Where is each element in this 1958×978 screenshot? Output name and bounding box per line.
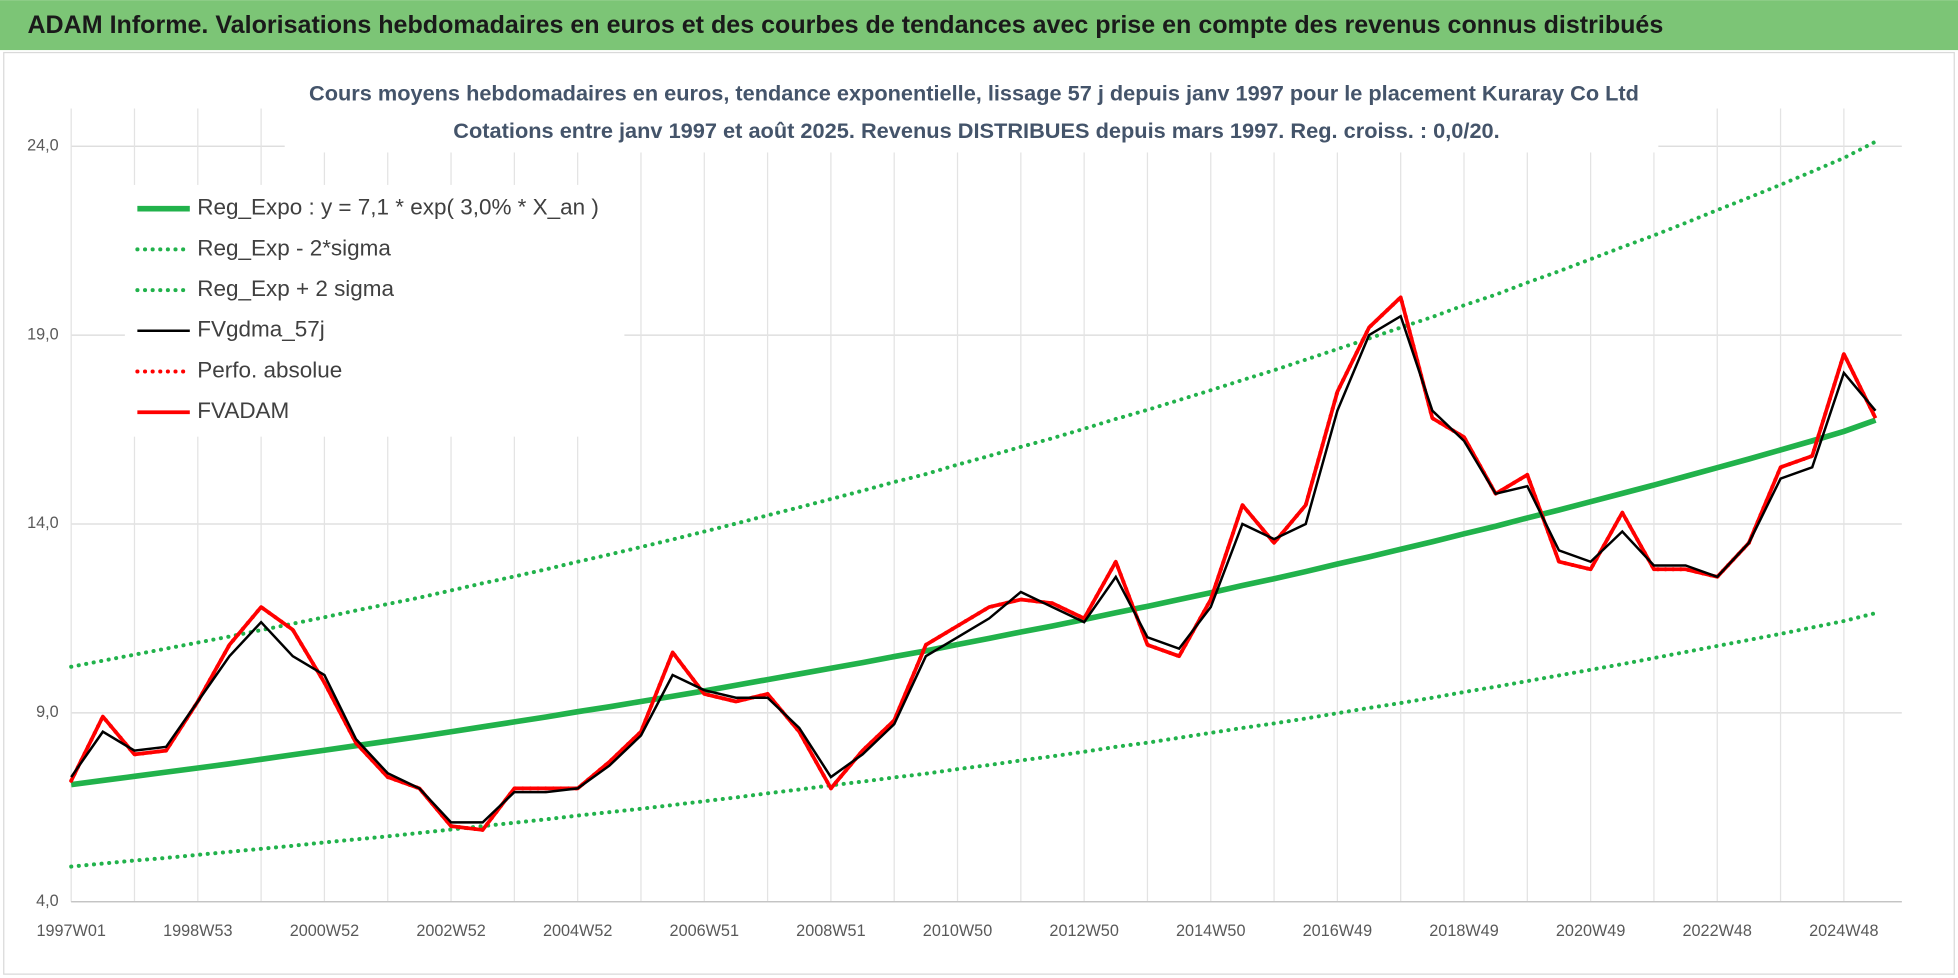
series-line (70, 314, 1877, 824)
legend-label: Reg_Exp + 2 sigma (197, 276, 394, 301)
header-bar (0, 0, 1958, 51)
legend-label: Reg_Exp - 2*sigma (197, 235, 391, 260)
series-line (69, 611, 1878, 869)
x-tick-label: 2002W52 (416, 922, 485, 940)
header-title: ADAM Informe. Valorisations hebdomadaire… (27, 11, 1663, 39)
x-tick-label: 2022W48 (1683, 922, 1752, 940)
x-tick-label: 2000W52 (290, 922, 359, 940)
lines (69, 139, 1878, 869)
legend-background (124, 184, 625, 437)
legend-label: FVgdma_57j (197, 317, 324, 342)
legend: Reg_Expo : y = 7,1 * exp( 3,0% * X_an ) R… (124, 184, 625, 437)
x-tick-label: 2018W49 (1429, 922, 1498, 940)
legend-label: Perfo. absolue (197, 357, 342, 382)
legend-label: FVADAM (197, 398, 289, 423)
x-tick-label: 2008W51 (796, 922, 865, 940)
x-tick-label: 2010W50 (923, 922, 992, 940)
title-background (284, 77, 1659, 153)
x-tick-label: 2020W49 (1556, 922, 1625, 940)
grid: 4,0 9,0 14,0 19,0 24,0 1997W01 1998W53 2000W52 2… (27, 108, 1902, 940)
x-tick-label: 1997W01 (36, 922, 105, 940)
y-tick-label: 19,0 (27, 325, 59, 343)
x-tick-label: 2012W50 (1049, 922, 1118, 940)
x-tick-label: 2014W50 (1176, 922, 1245, 940)
series-line (69, 295, 1878, 832)
x-tick-label: 2004W52 (543, 922, 612, 940)
y-tick-label: 24,0 (27, 137, 59, 155)
x-tick-label: 1998W53 (163, 922, 232, 940)
x-tick-label: 2024W48 (1809, 922, 1878, 940)
x-tick-label: 2006W51 (670, 922, 739, 940)
legend-label: Reg_Expo : y = 7,1 * exp( 3,0% * X_an ) (197, 195, 599, 220)
chart-subtitle: Cotations entre janv 1997 et août 2025. … (453, 120, 1499, 143)
series-line (70, 417, 1877, 788)
series-line (69, 139, 1878, 669)
chart-title: Cours moyens hebdomadaires en euros, ten… (309, 83, 1639, 106)
y-tick-label: 4,0 (36, 892, 59, 910)
x-tick-label: 2016W49 (1303, 922, 1372, 940)
y-tick-label: 14,0 (27, 514, 59, 532)
chart-frame (3, 51, 1955, 975)
y-tick-label: 9,0 (36, 703, 59, 721)
